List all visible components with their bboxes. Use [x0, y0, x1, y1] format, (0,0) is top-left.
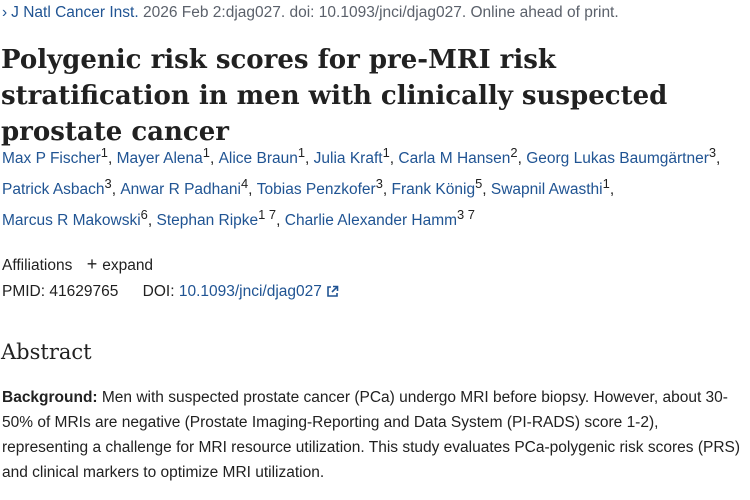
author-entry: Charlie Alexander Hamm3 7	[284, 207, 475, 230]
author-link[interactable]: Georg Lukas Baumgärtner	[526, 150, 709, 168]
plus-icon: +	[86, 254, 98, 274]
pmid-label: PMID:	[2, 283, 46, 300]
author-entry: Carla M Hansen2,	[398, 145, 527, 168]
chevron-right-icon[interactable]: ›	[2, 4, 8, 21]
author-entry: Max P Fischer1,	[2, 145, 117, 168]
author-separator: ,	[382, 181, 392, 199]
author-link[interactable]: Tobias Penzkofer	[256, 181, 376, 199]
citation-details: 2026 Feb 2:djag027. doi: 10.1093/jnci/dj…	[138, 4, 619, 21]
abstract-heading: Abstract	[1, 340, 92, 364]
author-link[interactable]: Stephan Ripke	[156, 212, 259, 230]
author-link[interactable]: Mayer Alena	[116, 150, 203, 168]
author-entry: Frank König5,	[391, 176, 491, 199]
affiliation-number[interactable]: 1	[297, 145, 306, 160]
author-separator: ,	[482, 181, 491, 199]
affiliations-label: Affiliations	[2, 257, 73, 274]
author-separator: ,	[716, 150, 721, 168]
author-entry: Marcus R Makowski6,	[2, 207, 157, 230]
author-separator: ,	[305, 150, 314, 168]
abstract-background: Background: Men with suspected prostate …	[2, 385, 747, 485]
affiliation-number[interactable]: 1	[100, 145, 108, 160]
author-entry: Mayer Alena1,	[116, 145, 219, 168]
affiliation-number[interactable]: 1	[382, 145, 390, 160]
doi-label: DOI:	[142, 283, 175, 300]
author-entry: Tobias Penzkofer3,	[256, 176, 392, 199]
affiliations-expand-button[interactable]: + expand	[86, 254, 154, 274]
author-link[interactable]: Julia Kraft	[313, 150, 383, 168]
affiliation-number[interactable]: 1	[602, 176, 610, 192]
author-entry: Julia Kraft1,	[313, 145, 399, 168]
author-separator: ,	[111, 181, 121, 199]
doi-value: 10.1093/jnci/djag027	[178, 283, 322, 300]
journal-citation: › J Natl Cancer Inst. 2026 Feb 2:djag027.…	[2, 4, 619, 22]
affiliation-number[interactable]: 5	[475, 176, 483, 192]
doi-link[interactable]: 10.1093/jnci/djag027	[179, 283, 339, 300]
affiliation-number[interactable]: 3	[708, 145, 717, 160]
author-entry: Stephan Ripke1 7,	[156, 207, 285, 230]
author-entry: Alice Braun1,	[218, 145, 314, 168]
affiliation-number[interactable]: 2	[510, 145, 518, 160]
author-separator: ,	[147, 212, 157, 230]
author-separator: ,	[209, 150, 219, 168]
expand-label: expand	[102, 257, 154, 274]
author-entry: Anwar R Padhani4,	[120, 176, 257, 199]
author-link[interactable]: Alice Braun	[218, 150, 298, 168]
author-link[interactable]: Patrick Asbach	[2, 181, 105, 199]
affiliation-number[interactable]: 3	[375, 176, 383, 192]
affiliation-number[interactable]: 3 7	[457, 207, 475, 223]
identifiers-row: PMID: 41629765 DOI: 10.1093/jnci/djag027	[2, 283, 339, 301]
author-separator: ,	[248, 181, 257, 199]
page-title: Polygenic risk scores for pre-MRI risk s…	[1, 45, 668, 147]
background-text: Men with suspected prostate cancer (PCa)…	[2, 389, 741, 481]
background-label: Background:	[2, 389, 98, 406]
affiliation-number[interactable]: 6	[140, 207, 148, 223]
journal-link[interactable]: J Natl Cancer Inst.	[11, 4, 139, 21]
author-entry: Georg Lukas Baumgärtner3,	[526, 145, 721, 168]
author-separator: ,	[609, 181, 615, 199]
author-separator: ,	[389, 150, 399, 168]
author-entry: Patrick Asbach3,	[2, 176, 121, 199]
affiliation-number[interactable]: 1	[202, 145, 210, 160]
author-entry: Swapnil Awasthi1,	[490, 176, 615, 199]
affiliation-number[interactable]: 3	[104, 176, 112, 192]
author-link[interactable]: Anwar R Padhani	[120, 181, 241, 199]
author-link[interactable]: Frank König	[391, 181, 476, 199]
author-link[interactable]: Swapnil Awasthi	[490, 181, 603, 199]
external-link-icon	[327, 285, 339, 297]
affiliations-row: Affiliations + expand	[2, 254, 153, 275]
author-separator: ,	[517, 150, 527, 168]
author-link[interactable]: Charlie Alexander Hamm	[284, 212, 458, 230]
author-separator: ,	[276, 212, 285, 230]
author-link[interactable]: Marcus R Makowski	[2, 212, 141, 230]
author-list: Max P Fischer1, Mayer Alena1, Alice Brau…	[2, 140, 747, 233]
affiliation-number[interactable]: 4	[240, 176, 249, 192]
author-separator: ,	[107, 150, 117, 168]
pmid-value: 41629765	[49, 283, 119, 300]
author-link[interactable]: Max P Fischer	[2, 150, 101, 168]
author-link[interactable]: Carla M Hansen	[398, 150, 511, 168]
affiliation-number[interactable]: 1 7	[258, 207, 277, 223]
